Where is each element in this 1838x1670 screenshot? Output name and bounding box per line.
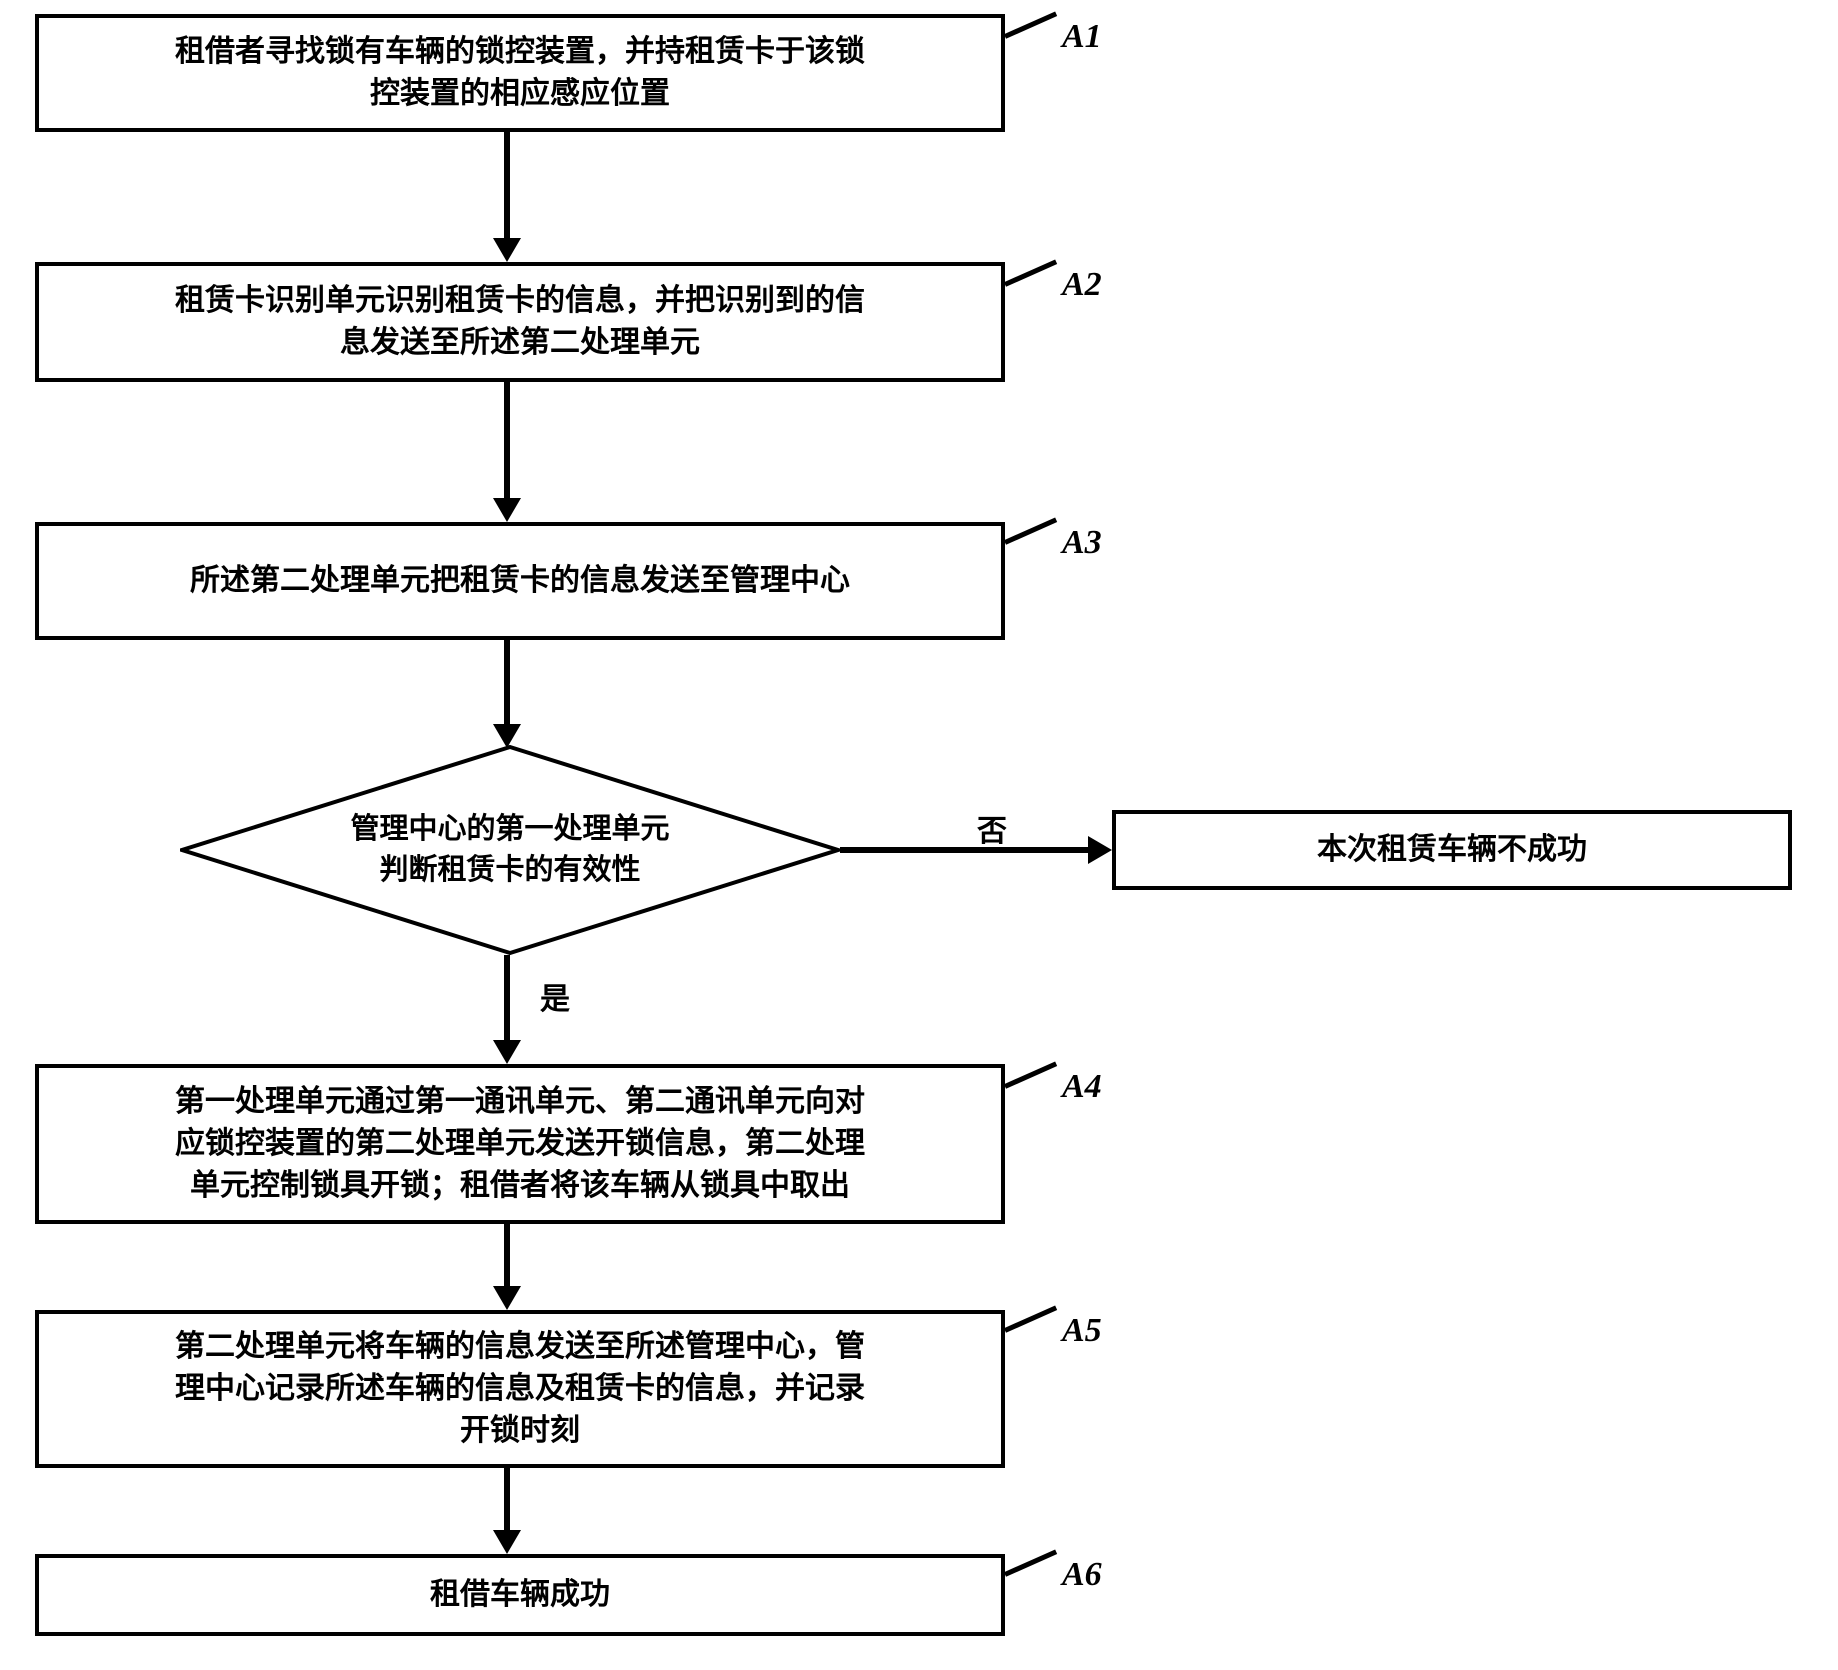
arrow-head [493,1286,521,1310]
flow-node-a6: 租借车辆成功 [35,1554,1005,1636]
flow-decision: 管理中心的第一处理单元判断租赁卡的有效性 [180,745,840,955]
arrow-head [493,498,521,522]
arrow-head [493,1040,521,1064]
flow-node-a3: 所述第二处理单元把租赁卡的信息发送至管理中心 [35,522,1005,640]
label-a6: A6 [1062,1556,1102,1594]
decision-text: 管理中心的第一处理单元判断租赁卡的有效性 [180,745,840,955]
label-tick [1004,259,1057,286]
arrow-line [504,955,510,1040]
arrow-line [504,382,510,498]
flow-node-a1: 租借者寻找锁有车辆的锁控装置，并持租赁卡于该锁控装置的相应感应位置 [35,14,1005,132]
arrow-line [504,640,510,726]
label-a3: A3 [1062,524,1102,562]
label-a5: A5 [1062,1312,1102,1350]
arrow-line [504,1468,510,1530]
label-tick [1004,11,1057,38]
label-tick [1004,1061,1057,1088]
node-text: 第二处理单元将车辆的信息发送至所述管理中心，管理中心记录所述车辆的信息及租赁卡的… [175,1326,865,1452]
node-text: 本次租赁车辆不成功 [1317,829,1587,871]
label-a1: A1 [1062,18,1102,56]
node-text: 所述第二处理单元把租赁卡的信息发送至管理中心 [190,560,850,602]
node-text: 租借者寻找锁有车辆的锁控装置，并持租赁卡于该锁控装置的相应感应位置 [175,31,865,115]
label-a4: A4 [1062,1068,1102,1106]
arrow-head [493,1530,521,1554]
flow-node-a5: 第二处理单元将车辆的信息发送至所述管理中心，管理中心记录所述车辆的信息及租赁卡的… [35,1310,1005,1468]
flow-node-fail: 本次租赁车辆不成功 [1112,810,1792,890]
edge-label-no: 否 [977,806,1007,850]
node-text: 租借车辆成功 [430,1574,610,1616]
arrow-line [504,132,510,238]
node-text: 第一处理单元通过第一通讯单元、第二通讯单元向对应锁控装置的第二处理单元发送开锁信… [175,1081,865,1207]
arrow-line [504,1224,510,1286]
flow-node-a4: 第一处理单元通过第一通讯单元、第二通讯单元向对应锁控装置的第二处理单元发送开锁信… [35,1064,1005,1224]
arrow-line-h [840,847,1088,853]
node-text: 租赁卡识别单元识别租赁卡的信息，并把识别到的信息发送至所述第二处理单元 [175,280,865,364]
label-tick [1004,1305,1057,1332]
label-tick [1004,1549,1057,1576]
label-a2: A2 [1062,266,1102,304]
label-tick [1004,517,1057,544]
flow-node-a2: 租赁卡识别单元识别租赁卡的信息，并把识别到的信息发送至所述第二处理单元 [35,262,1005,382]
arrow-head [493,238,521,262]
arrow-head [1088,836,1112,864]
edge-label-yes: 是 [540,974,570,1018]
